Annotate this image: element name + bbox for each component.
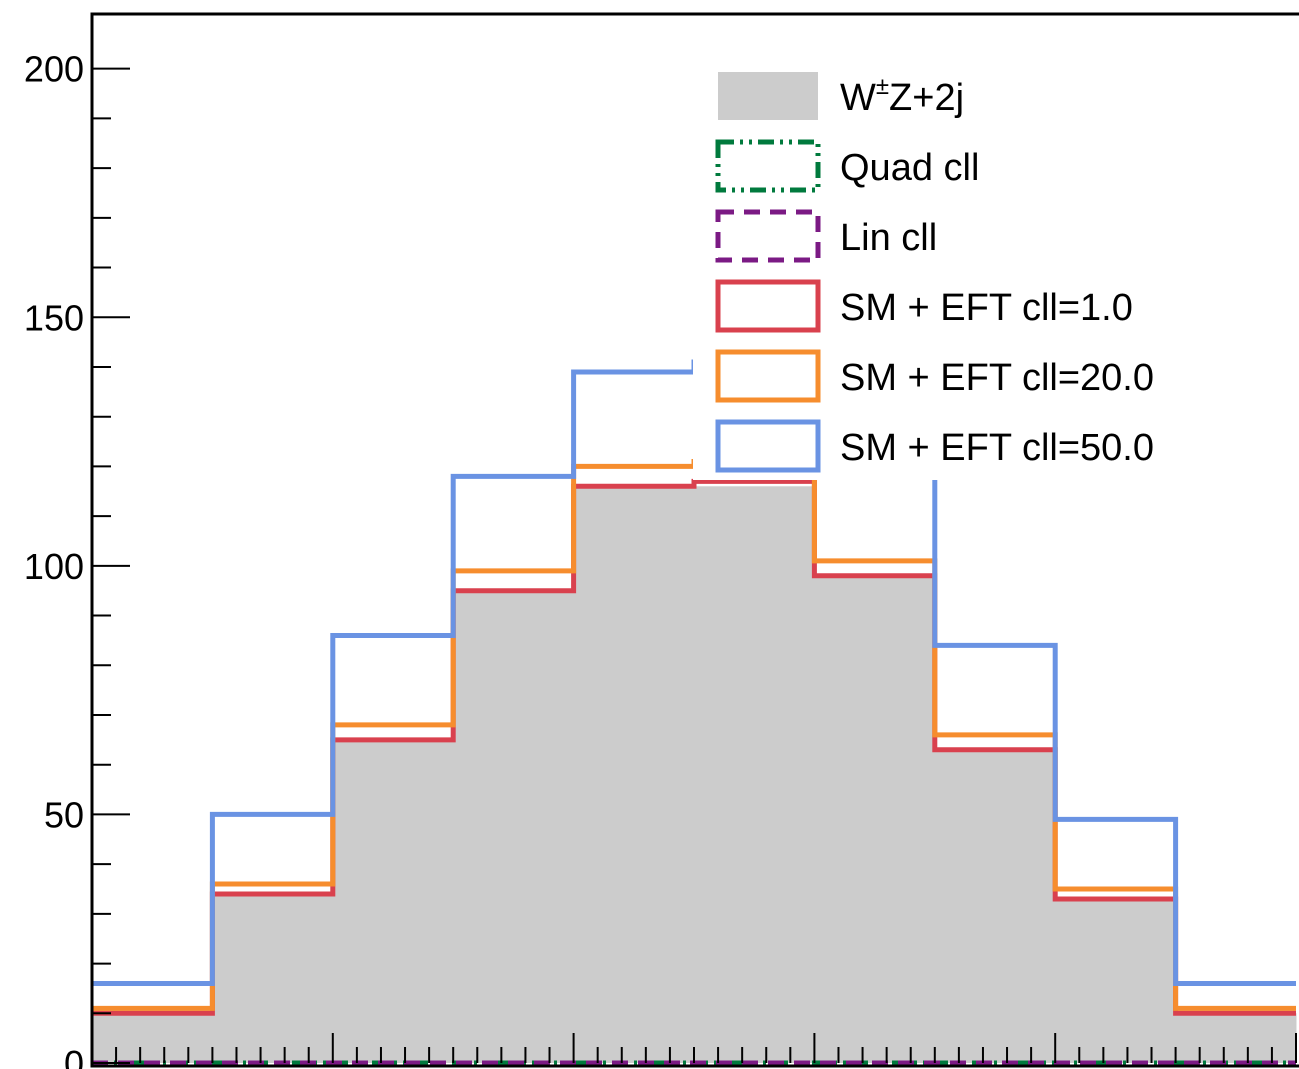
legend-label-series: Quad cll [840,147,979,189]
legend-swatch-series [715,349,821,403]
background-bar [814,575,936,1063]
x-axis [91,1033,1297,1063]
background-bar [92,1013,213,1063]
y-tick-label: 200 [24,49,84,90]
y-tick-label: 0 [64,1043,84,1069]
legend-label-series: SM + EFT cll=20.0 [840,357,1154,399]
y-tick-label: 150 [24,297,84,338]
background-bar [573,486,695,1063]
legend-swatch-series [715,209,821,263]
y-axis: 0 50 100 150 200 [24,49,130,1069]
legend-swatch-series [715,139,821,193]
background-bar [694,486,815,1063]
background-bar [1055,898,1177,1063]
y-tick-label: 50 [44,794,84,835]
background-bar [212,893,334,1063]
background-bar [453,590,575,1063]
legend-label-series: SM + EFT cll=50.0 [840,427,1154,469]
legend: W±Z+2j Quad cll Lin cll SM + EFT cll=1.0 SM … [693,66,1299,480]
legend-label-series: SM + EFT cll=1.0 [840,287,1133,329]
y-tick-label: 100 [24,546,84,587]
legend-label-background: W±Z+2j [840,73,964,119]
legend-label-series: Lin cll [840,217,937,259]
background-bar [934,749,1056,1063]
legend-swatch-background [718,72,818,120]
legend-swatch-series [715,419,821,473]
background-bar [332,739,454,1063]
background-bar [1175,1013,1297,1063]
background-histogram-layer [92,486,1297,1063]
legend-swatch-series [715,279,821,333]
plot-frame [90,12,1299,1068]
legend-box [693,66,1299,480]
